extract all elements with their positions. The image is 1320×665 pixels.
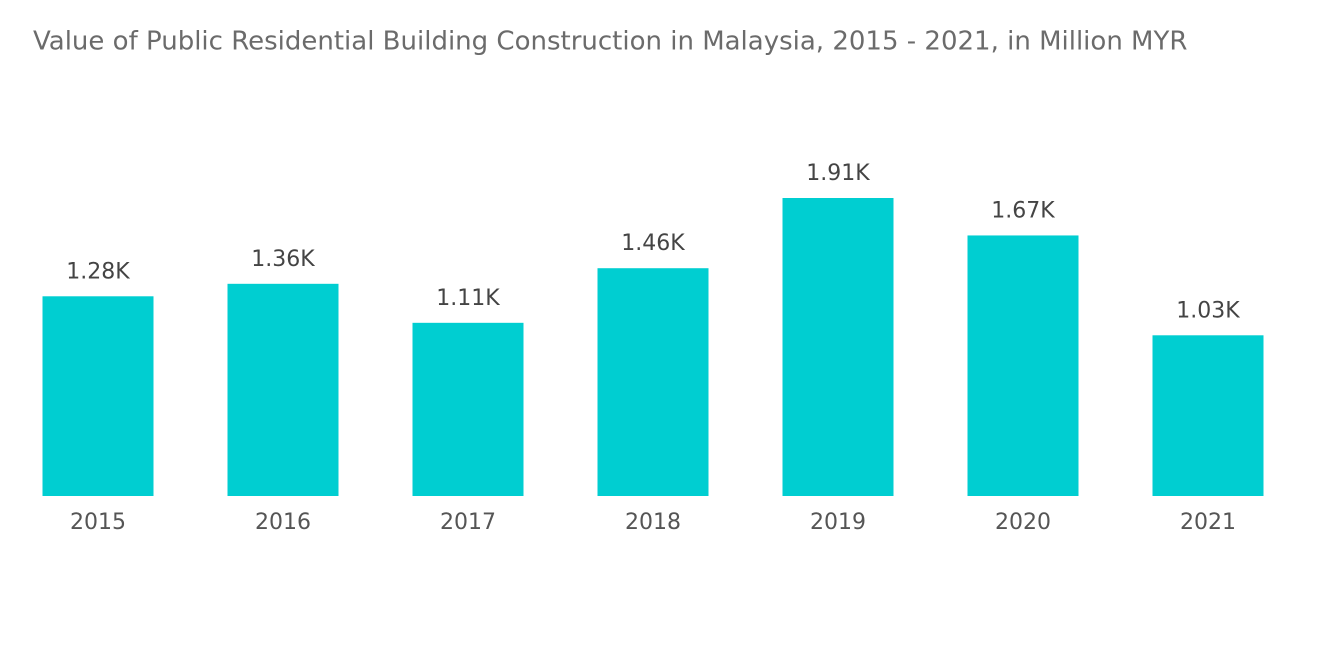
x-tick-label: 2019 bbox=[810, 510, 866, 535]
bar bbox=[412, 322, 524, 496]
x-tick-label: 2021 bbox=[1180, 510, 1236, 535]
bar bbox=[782, 198, 894, 496]
bar bbox=[597, 268, 709, 496]
value-label: 1.36K bbox=[251, 247, 315, 272]
bar bbox=[1152, 335, 1264, 496]
x-tick-label: 2020 bbox=[995, 510, 1051, 535]
x-tick-label: 2018 bbox=[625, 510, 681, 535]
x-tick-label: 2017 bbox=[440, 510, 496, 535]
value-label: 1.28K bbox=[66, 259, 130, 284]
x-tick-label: 2015 bbox=[70, 510, 126, 535]
value-label: 1.67K bbox=[991, 198, 1055, 223]
value-label: 1.91K bbox=[806, 161, 870, 186]
value-label: 1.03K bbox=[1176, 298, 1240, 323]
value-label: 1.11K bbox=[436, 286, 500, 311]
x-tick-label: 2016 bbox=[255, 510, 311, 535]
value-label: 1.46K bbox=[621, 231, 685, 256]
bar bbox=[227, 283, 339, 496]
bar bbox=[967, 235, 1079, 497]
bar bbox=[42, 296, 154, 496]
chart-title: Value of Public Residential Building Con… bbox=[33, 27, 1187, 57]
